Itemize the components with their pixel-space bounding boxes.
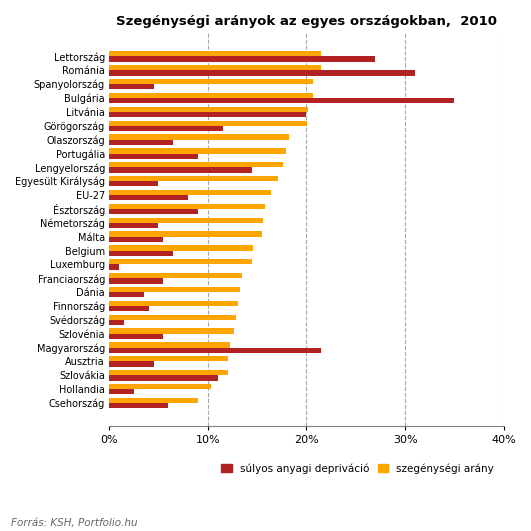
- Bar: [109, 370, 227, 375]
- Bar: [109, 65, 321, 70]
- Bar: [109, 306, 149, 311]
- Bar: [109, 223, 158, 228]
- Bar: [109, 112, 306, 117]
- Bar: [109, 259, 252, 264]
- Bar: [109, 333, 164, 339]
- Bar: [109, 190, 271, 195]
- Bar: [109, 348, 321, 353]
- Bar: [109, 403, 168, 408]
- Bar: [109, 195, 188, 200]
- Bar: [109, 98, 455, 104]
- Bar: [109, 251, 173, 256]
- Bar: [109, 237, 164, 242]
- Bar: [109, 384, 211, 389]
- Bar: [109, 314, 236, 320]
- Bar: [109, 209, 198, 214]
- Bar: [109, 264, 119, 270]
- Bar: [109, 342, 230, 348]
- Bar: [109, 51, 321, 56]
- Bar: [109, 153, 198, 159]
- Bar: [109, 79, 313, 84]
- Bar: [109, 148, 286, 153]
- Bar: [109, 176, 278, 181]
- Bar: [109, 292, 144, 297]
- Bar: [109, 121, 307, 126]
- Bar: [109, 204, 265, 209]
- Legend: súlyos anyagi depriváció, szegénységi arány: súlyos anyagi depriváció, szegénységi ar…: [217, 459, 499, 478]
- Bar: [109, 287, 241, 292]
- Bar: [109, 162, 282, 167]
- Bar: [109, 93, 313, 98]
- Bar: [109, 389, 134, 395]
- Bar: [109, 356, 228, 362]
- Bar: [109, 107, 309, 112]
- Bar: [109, 218, 263, 223]
- Bar: [109, 320, 124, 325]
- Bar: [109, 134, 289, 140]
- Bar: [109, 362, 153, 367]
- Bar: [109, 329, 234, 333]
- Bar: [109, 56, 375, 62]
- Bar: [109, 126, 222, 131]
- Bar: [109, 167, 252, 173]
- Bar: [109, 398, 198, 403]
- Bar: [109, 273, 242, 278]
- Bar: [109, 70, 415, 75]
- Text: Forrás: KSH, Portfolio.hu: Forrás: KSH, Portfolio.hu: [11, 518, 137, 528]
- Bar: [109, 181, 158, 186]
- Title: Szegénységi arányok az egyes országokban,  2010: Szegénységi arányok az egyes országokban…: [116, 15, 497, 28]
- Bar: [109, 84, 153, 89]
- Bar: [109, 375, 218, 381]
- Bar: [109, 278, 164, 284]
- Bar: [109, 245, 253, 251]
- Bar: [109, 232, 262, 237]
- Bar: [109, 301, 238, 306]
- Bar: [109, 140, 173, 145]
